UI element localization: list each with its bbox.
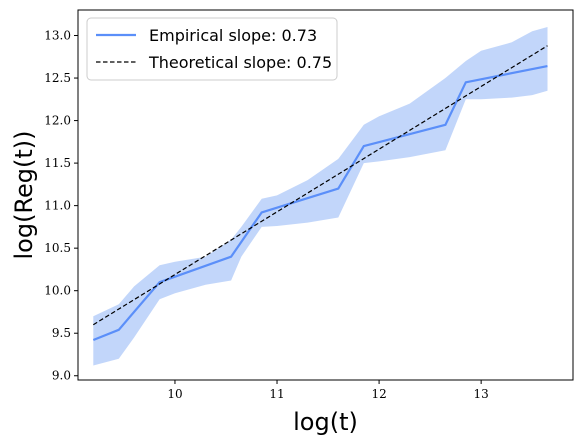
x-tick-label: 11	[269, 387, 284, 401]
x-tick-label: 12	[371, 387, 386, 401]
empirical-line	[92, 65, 548, 342]
legend-box	[86, 17, 338, 81]
y-tick-label: 10.0	[44, 284, 71, 298]
y-axis-label: log(Reg(t))	[10, 130, 38, 259]
y-tick-label: 12.5	[44, 71, 71, 85]
y-tick-label: 13.0	[44, 29, 71, 43]
x-axis-label: log(t)	[293, 408, 358, 436]
y-tick-label: 9.0	[52, 369, 71, 383]
axes-frame	[77, 9, 574, 381]
y-tick-label: 12.0	[44, 114, 71, 128]
theoretical-line	[92, 45, 548, 326]
confidence-band	[93, 27, 548, 366]
y-tick-label: 10.5	[44, 241, 71, 255]
legend-label-theoretical: Theoretical slope: 0.75	[148, 53, 332, 72]
plot-layer	[92, 27, 548, 366]
legend: Empirical slope: 0.73 Theoretical slope: …	[86, 17, 338, 81]
legend-label-empirical: Empirical slope: 0.73	[149, 26, 317, 45]
y-tick-label: 11.5	[44, 156, 71, 170]
y-tick-label: 9.5	[52, 326, 71, 340]
axes-layer: 10 11 12 13 9.0 9.5 10.0 10.5 11.0 11.5 12.0 12.5 13…	[44, 9, 574, 401]
x-tick-label: 13	[474, 387, 489, 401]
x-tick-label: 10	[167, 387, 182, 401]
y-tick-label: 11.0	[44, 199, 71, 213]
